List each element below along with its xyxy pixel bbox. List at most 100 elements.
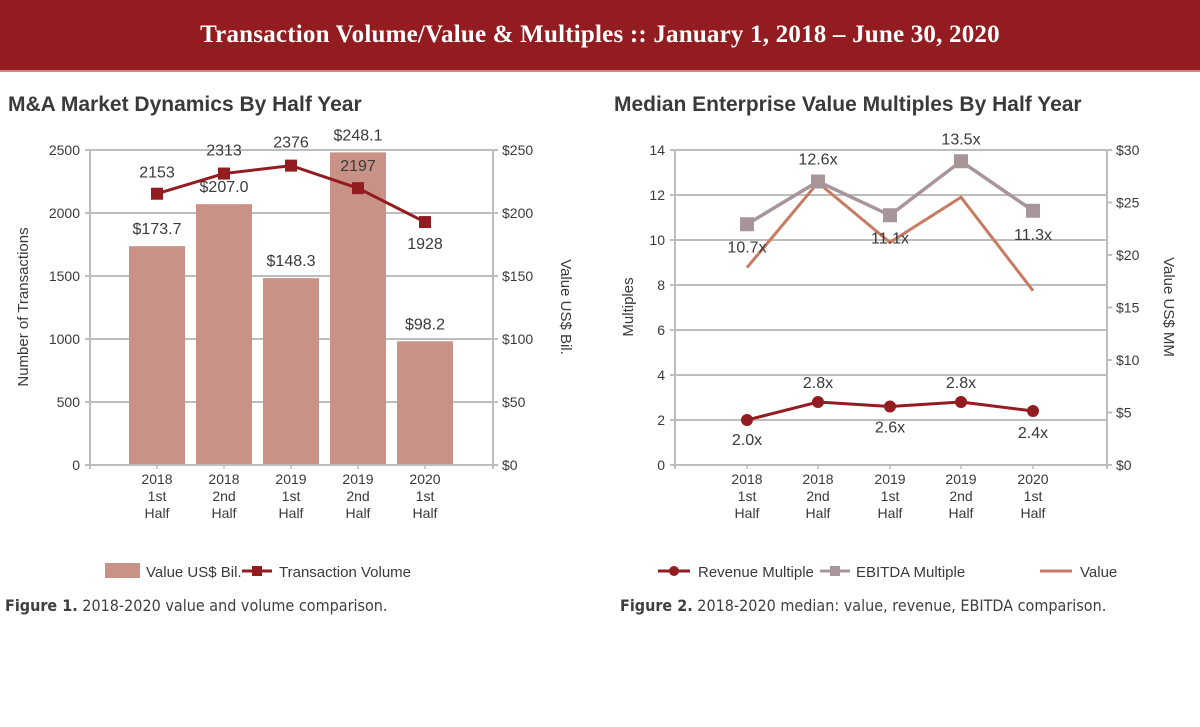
fig1-y2label: Value US$ Bil.	[557, 259, 574, 355]
fig1-ytick-label: 500	[57, 394, 81, 410]
fig2-ytick-label: 6	[657, 322, 665, 338]
header-banner: Transaction Volume/Value & Multiples :: …	[0, 0, 1200, 72]
fig1-y2tick-label: $0	[502, 457, 518, 473]
fig1-bar-label: $173.7	[133, 221, 182, 238]
fig2-y2label: Value US$ MM	[1160, 257, 1177, 357]
fig2-revenue-marker	[884, 400, 896, 413]
fig2-y2tick-label: $20	[1116, 247, 1140, 263]
fig2-revenue-label: 2.8x	[803, 375, 833, 392]
fig1-xtick-label: Half	[212, 505, 237, 521]
figure2-chart: 02468101214$0$5$10$15$20$25$3020181stHal…	[620, 131, 1177, 581]
fig2-ytick-label: 12	[649, 187, 665, 203]
fig2-ytick-label: 10	[649, 232, 665, 248]
fig1-xtick-label: Half	[346, 505, 371, 521]
fig2-xtick-label: 1st	[1024, 488, 1043, 504]
figure1-caption: Figure 1. 2018-2020 value and volume com…	[5, 596, 388, 615]
fig1-xtick-label: Half	[279, 505, 304, 521]
figure2-caption-text: 2018-2020 median: value, revenue, EBITDA…	[692, 596, 1107, 615]
fig1-bar	[330, 152, 386, 466]
fig1-bar-label: $248.1	[334, 127, 383, 144]
fig1-y2tick-label: $250	[502, 142, 533, 158]
fig1-xtick-label: 1st	[148, 488, 167, 504]
fig1-volume-marker	[285, 159, 297, 172]
fig2-revenue-label: 2.0x	[732, 432, 762, 449]
fig2-y2tick-label: $15	[1116, 300, 1140, 316]
figure2-caption: Figure 2. 2018-2020 median: value, reven…	[620, 596, 1106, 615]
fig1-xtick-label: 2018	[208, 471, 239, 487]
fig1-xtick-label: 2018	[141, 471, 172, 487]
fig2-xtick-label: 2018	[802, 471, 833, 487]
fig1-bar	[196, 204, 252, 465]
fig1-ytick-label: 0	[72, 457, 80, 473]
figure2-title: Median Enterprise Value Multiples By Hal…	[614, 93, 1082, 116]
fig2-legend-ebitda-label: EBITDA Multiple	[856, 564, 965, 581]
fig2-xtick-label: 2020	[1017, 471, 1048, 487]
fig2-xtick-label: 1st	[738, 488, 757, 504]
fig1-volume-label: 2197	[340, 158, 376, 175]
fig1-ytick-label: 2000	[49, 205, 80, 221]
fig1-ytick-label: 2500	[49, 142, 80, 158]
fig2-revenue-label: 2.8x	[946, 375, 976, 392]
fig2-revenue-marker	[741, 414, 753, 426]
fig2-xtick-label: 2nd	[806, 488, 829, 504]
fig2-xtick-label: 2019	[874, 471, 905, 487]
fig1-volume-marker	[151, 187, 163, 200]
fig1-volume-marker	[218, 167, 230, 180]
fig1-legend-bar-label: Value US$ Bil.	[146, 564, 242, 581]
fig1-ytick-label: 1500	[49, 268, 80, 284]
fig1-volume-marker	[419, 216, 431, 229]
fig1-y2tick-label: $150	[502, 268, 533, 284]
fig1-volume-label: 1928	[407, 236, 443, 253]
figure1-chart: 0 500 1000 1500 2000 2500 $0 $50 $100 $150 $200 $25…	[15, 127, 574, 581]
fig1-volume-label: 2153	[139, 165, 175, 182]
fig1-y2tick-label: $50	[502, 394, 526, 410]
fig2-ebitda-marker	[1026, 203, 1040, 218]
fig2-legend-revenue-marker	[669, 566, 679, 576]
fig2-xtick-label: Half	[806, 505, 831, 521]
fig2-ytick-label: 0	[657, 457, 665, 473]
fig2-xtick-label: Half	[1021, 505, 1046, 521]
fig2-xtick-label: Half	[735, 505, 760, 521]
fig2-ebitda-label: 12.6x	[798, 152, 837, 169]
fig2-value-line	[745, 180, 1035, 292]
fig2-y2tick-label: $10	[1116, 352, 1140, 368]
fig2-ytick-label: 14	[649, 142, 665, 158]
fig2-revenue-marker	[1027, 405, 1039, 417]
fig2-legend-ebitda-marker	[830, 566, 840, 576]
fig2-revenue-marker	[812, 396, 824, 408]
fig2-ylabel: Multiples	[620, 277, 637, 336]
fig2-ytick-label: 2	[657, 412, 665, 428]
fig1-ylabel: Number of Transactions	[15, 227, 32, 386]
fig2-ebitda-label: 10.7x	[727, 239, 766, 256]
fig2-xtick-label: 1st	[881, 488, 900, 504]
fig1-bar-label: $148.3	[267, 253, 316, 270]
fig1-xtick-label: 2019	[275, 471, 306, 487]
fig1-legend-bar-swatch	[105, 563, 140, 578]
fig1-bar-label: $98.2	[405, 316, 445, 333]
fig1-xtick-label: Half	[413, 505, 438, 521]
fig1-xtick-label: 2019	[342, 471, 373, 487]
fig1-volume-marker	[352, 182, 364, 195]
fig2-legend-revenue-label: Revenue Multiple	[698, 564, 814, 581]
fig1-ytick-label: 1000	[49, 331, 80, 347]
fig1-volume-label: 2313	[206, 143, 242, 160]
fig1-xtick-label: 2nd	[212, 488, 235, 504]
fig1-bar	[397, 341, 453, 465]
figure2-caption-label: Figure 2.	[620, 596, 693, 615]
fig2-xtick-label: 2019	[945, 471, 976, 487]
fig1-y2tick-label: $100	[502, 331, 533, 347]
fig2-ebitda-marker	[954, 154, 968, 169]
fig2-ebitda-marker	[811, 174, 825, 189]
figure1-caption-label: Figure 1.	[5, 596, 78, 615]
fig1-xtick-label: Half	[145, 505, 170, 521]
fig2-revenue-label: 2.6x	[875, 420, 905, 437]
fig2-ebitda-marker	[883, 208, 897, 223]
fig1-bar	[129, 246, 185, 465]
fig2-xtick-label: Half	[878, 505, 903, 521]
fig2-ebitda-marker	[740, 217, 754, 232]
fig1-xtick-label: 1st	[416, 488, 435, 504]
fig2-ytick-label: 4	[657, 367, 665, 383]
fig1-xtick-label: 2nd	[346, 488, 369, 504]
page-title: Transaction Volume/Value & Multiples :: …	[200, 21, 1000, 48]
fig1-xtick-label: 2020	[409, 471, 440, 487]
